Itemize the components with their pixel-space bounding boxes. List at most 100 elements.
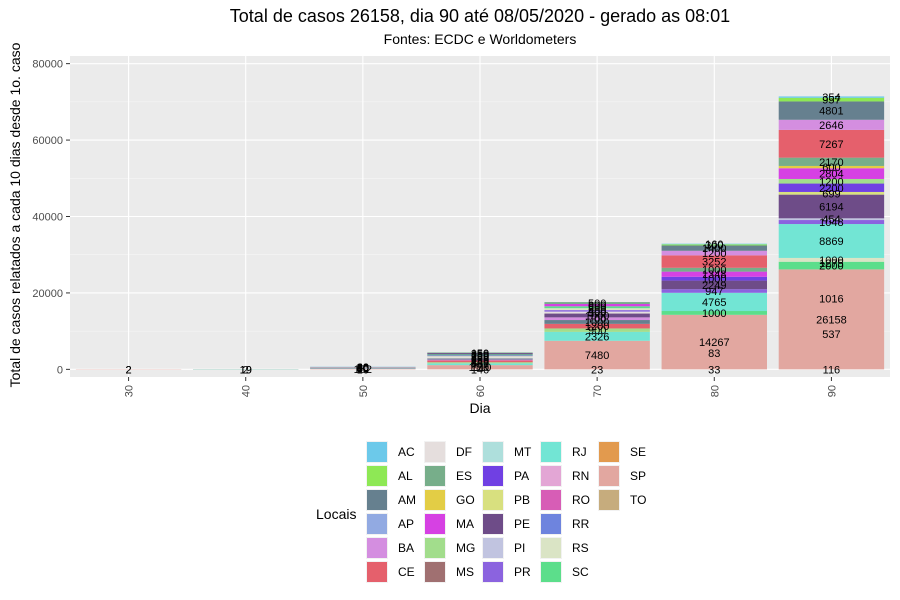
legend-swatch-al <box>367 466 387 486</box>
bar-segment-sc <box>544 306 650 309</box>
segment-label: 2804 <box>819 169 843 181</box>
segment-label: 7267 <box>819 139 843 151</box>
legend-swatch-rr <box>541 514 561 534</box>
y-tick-label: 20000 <box>32 288 63 300</box>
legend-swatch-mg <box>425 538 445 558</box>
bar-segment-pa <box>778 183 885 192</box>
legend-label-rr: RR <box>572 517 590 531</box>
grid <box>70 56 890 377</box>
legend-swatch-sc <box>541 562 561 582</box>
legend-label-ce: CE <box>398 565 415 579</box>
segment-label: 7480 <box>585 350 609 362</box>
segment-label: 354 <box>822 92 840 104</box>
legend-swatch-to <box>599 490 619 510</box>
segment-label: 2200 <box>819 183 843 195</box>
bar-segment-ac <box>778 96 885 98</box>
segment-label: 1400 <box>702 243 726 255</box>
legend-label-pb: PB <box>514 493 530 507</box>
legend-label-pi: PI <box>514 541 525 555</box>
bar-segment-sc <box>778 261 885 270</box>
bottom-label: 23 <box>591 364 603 376</box>
bar-segment-ce <box>661 255 767 268</box>
bar-segment-sc <box>661 311 767 315</box>
segment-label: 454 <box>822 214 840 226</box>
segment-label: 250 <box>471 350 489 362</box>
bar-segment-pr <box>544 310 650 312</box>
bar-segment-rs <box>544 308 650 311</box>
bar-segment-ba <box>427 359 533 361</box>
legend-label-ac: AC <box>398 445 415 459</box>
segment-label: 2000 <box>819 261 843 273</box>
segment-label: 19 <box>240 364 252 376</box>
legend-label-mt: MT <box>514 445 532 459</box>
legend-label-rn: RN <box>572 469 589 483</box>
legend-swatch-df <box>425 442 445 462</box>
segment-label: 200 <box>471 351 489 363</box>
legend-swatch-am <box>367 490 387 510</box>
extra-label: 537 <box>822 329 840 341</box>
bar-segment-pb <box>778 191 885 195</box>
bar-segment-am <box>778 101 885 120</box>
segment-label: 2326 <box>585 331 609 343</box>
legend-label-am: AM <box>398 493 416 507</box>
legend-swatch-pi <box>483 538 503 558</box>
segment-label: 26158 <box>816 314 847 326</box>
segment-label: 2 <box>126 364 132 376</box>
bar-segment-pr <box>427 355 533 357</box>
legend-swatch-ma <box>425 514 445 534</box>
bar-segment-rj <box>544 331 650 341</box>
bar-segment-es <box>544 302 650 304</box>
legend-swatch-ce <box>367 562 387 582</box>
legend-label-se: SE <box>630 445 646 459</box>
x-tick-label: 70 <box>592 385 604 397</box>
segment-label: 500 <box>588 308 606 320</box>
bar-segment-es <box>427 352 533 354</box>
legend-label-rj: RJ <box>572 445 587 459</box>
segment-label: 957 <box>822 95 840 107</box>
bottom-label: 146 <box>471 364 489 376</box>
segment-label: 1000 <box>585 317 609 329</box>
bottom-label: 116 <box>823 364 841 376</box>
segment-label: 700 <box>588 314 606 326</box>
segment-label: 1200 <box>702 248 726 260</box>
segment-label: 1000 <box>702 308 726 320</box>
bar-segment-pr <box>661 289 767 293</box>
segment-label: 400 <box>588 306 606 318</box>
legend-label-df: DF <box>456 445 472 459</box>
x-axis-title: Dia <box>469 400 490 416</box>
x-tick-label: 90 <box>826 385 838 397</box>
segment-label: 14267 <box>699 337 730 349</box>
bar-segment-rj <box>427 363 533 366</box>
segment-label: 457 <box>471 359 489 371</box>
x-tick-label: 40 <box>241 385 253 397</box>
bar-segment-rs <box>427 356 533 358</box>
segment-label: 4765 <box>702 297 726 309</box>
bar-segment-mg <box>544 328 650 332</box>
legend-label-ap: AP <box>398 517 414 531</box>
legend-swatch-rn <box>541 466 561 486</box>
extra-label: 83 <box>708 348 720 360</box>
legend-swatch-go <box>425 490 445 510</box>
segment-label: 1000 <box>819 255 843 267</box>
segment-label: 50 <box>357 363 369 375</box>
segment-label: 160 <box>705 239 723 251</box>
legend-label-sp: SP <box>630 469 646 483</box>
segment-label: 30 <box>357 364 369 376</box>
legend-label-es: ES <box>456 469 472 483</box>
legend-label-mg: MG <box>456 541 475 555</box>
bar-segment-rj <box>661 292 767 312</box>
segment-label: 2 <box>243 364 249 376</box>
x-axis: 30 40 50 60 70 80 90 <box>124 377 838 397</box>
chart-title: Total de casos 26158, dia 90 até 08/05/2… <box>230 6 730 26</box>
segment-label: 250 <box>471 355 489 367</box>
segment-label: 1200 <box>585 321 609 333</box>
bar-segment-ma <box>661 271 767 277</box>
segment-label: 152 <box>354 364 372 376</box>
segment-label: 60 <box>357 363 369 375</box>
segment-label: 2249 <box>702 280 726 292</box>
extra-label: 1016 <box>819 293 843 305</box>
bar-segment-ce <box>778 129 885 158</box>
bar-segment-sp <box>778 269 885 370</box>
